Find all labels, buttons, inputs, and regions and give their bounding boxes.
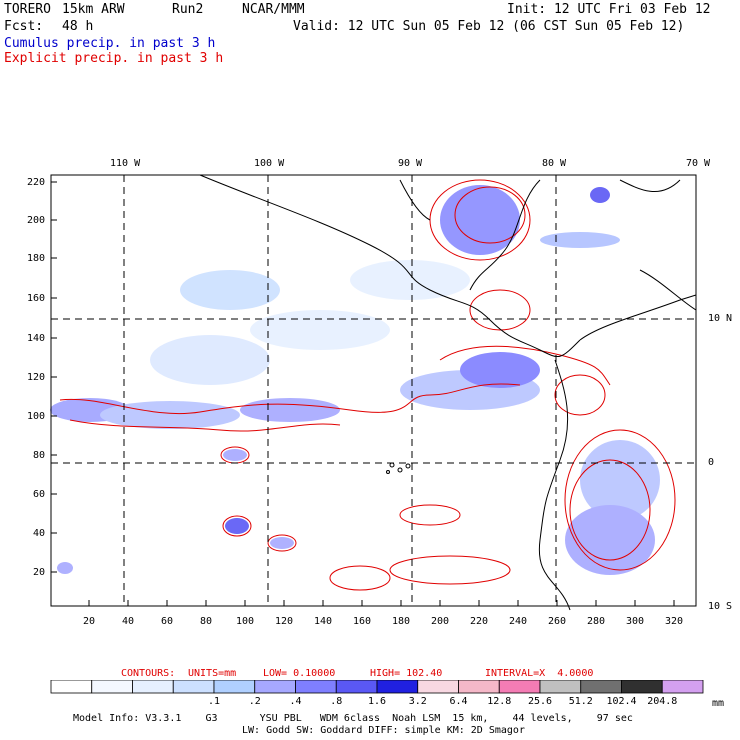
colorbar-label: .8: [330, 696, 342, 706]
colorbar-swatch: [335, 680, 378, 694]
model-name: TORERO: [4, 2, 51, 17]
contours-high: HIGH= 102.40: [370, 668, 443, 679]
y-tick-label: 120: [27, 372, 46, 383]
lat-label-10n: 10 N: [708, 313, 733, 324]
forecast-label: Fcst:: [4, 19, 44, 34]
y-tick-label: 220: [27, 177, 46, 188]
coastlines: [199, 174, 697, 611]
model-resolution: 15km ARW: [62, 2, 125, 17]
colorbar: .1 .2 .4 .8 1.6 3.2 6.4 12.8 25.6 51.2 102.4 204.8: [50, 680, 704, 706]
colorbar-label: 102.4: [606, 696, 636, 706]
cumulus-precip-field: [50, 185, 660, 575]
x-tick-label: 220: [470, 616, 489, 627]
contours-low: LOW= 0.10000: [263, 668, 336, 679]
colorbar-unit: mm: [712, 698, 725, 709]
x-tick-label: 200: [431, 616, 450, 627]
colorbar-label: .4: [289, 696, 301, 706]
y-tick-label: 200: [27, 215, 46, 226]
colorbar-swatch: [498, 680, 541, 694]
colorbar-swatch: [539, 680, 582, 694]
x-tick-label: 60: [161, 616, 174, 627]
colorbar-swatch: [172, 680, 215, 694]
colorbar-label: 204.8: [647, 696, 677, 706]
colorbar-swatch: [621, 680, 663, 694]
x-tick-label: 80: [200, 616, 213, 627]
colorbar-label: 51.2: [569, 696, 593, 706]
colorbar-swatch: [132, 680, 174, 694]
contours-units: UNITS=mm: [188, 668, 237, 679]
colorbar-swatch: [376, 680, 419, 694]
lat-label-10s: 10 S: [708, 601, 733, 612]
colorbar-swatch: [661, 680, 704, 694]
colorbar-swatch: [254, 680, 296, 694]
valid-time: Valid: 12 UTC Sun 05 Feb 12 (06 CST Sun …: [293, 19, 685, 34]
x-tick-label: 160: [353, 616, 372, 627]
cumulus-precip-title: Cumulus precip. in past 3 h: [4, 36, 216, 51]
explicit-precip-title: Explicit precip. in past 3 h: [4, 51, 224, 66]
x-tick-label: 100: [236, 616, 255, 627]
map-frame: [50, 174, 697, 607]
y-tick-label: 60: [33, 489, 46, 500]
y-tick-label: 180: [27, 253, 46, 264]
y-tick-label: 80: [33, 450, 46, 461]
lon-label-110w: 110 W: [110, 158, 141, 169]
x-tick-label: 180: [392, 616, 411, 627]
x-tick-label: 280: [587, 616, 606, 627]
colorbar-label: .2: [249, 696, 261, 706]
x-tick-label: 320: [665, 616, 684, 627]
lat-label-0: 0: [708, 457, 715, 468]
lon-label-100w: 100 W: [254, 158, 285, 169]
x-tick-label: 140: [314, 616, 333, 627]
lon-label-70w: 70 W: [686, 158, 711, 169]
physics-info-line: LW: Godd SW: Goddard DIFF: simple KM: 2D…: [242, 725, 525, 736]
colorbar-swatch: [417, 680, 459, 694]
colorbar-swatch: [213, 680, 256, 694]
colorbar-swatch: [580, 680, 622, 694]
x-tick-label: 120: [275, 616, 294, 627]
axis-ticks: [51, 181, 675, 606]
x-tick-label: 240: [509, 616, 528, 627]
colorbar-swatch: [91, 680, 133, 694]
run-label: Run2: [172, 2, 204, 17]
y-tick-label: 160: [27, 293, 46, 304]
init-time: Init: 12 UTC Fri 03 Feb 12: [507, 2, 711, 17]
x-tick-label: 20: [83, 616, 96, 627]
lon-label-80w: 80 W: [542, 158, 567, 169]
x-tick-label: 40: [122, 616, 135, 627]
contours-interval: INTERVAL=X 4.0000: [485, 668, 594, 679]
colorbar-label: 6.4: [449, 696, 467, 706]
colorbar-swatch: [458, 680, 500, 694]
colorbar-label: 1.6: [368, 696, 386, 706]
y-tick-label: 100: [27, 411, 46, 422]
forecast-hour: 48 h: [62, 19, 94, 34]
explicit-precip-contours: [59, 179, 676, 591]
colorbar-swatch: [50, 680, 93, 694]
x-tick-label: 260: [548, 616, 567, 627]
y-tick-label: 20: [33, 567, 46, 578]
y-tick-label: 140: [27, 333, 46, 344]
colorbar-swatch: [295, 680, 337, 694]
lon-label-90w: 90 W: [398, 158, 423, 169]
colorbar-label: 12.8: [487, 696, 511, 706]
colorbar-label: 25.6: [528, 696, 552, 706]
y-tick-label: 40: [33, 528, 46, 539]
organization: NCAR/MMM: [242, 2, 305, 17]
colorbar-label: .1: [208, 696, 220, 706]
colorbar-label: 3.2: [409, 696, 427, 706]
model-info-line: Model Info: V3.3.1 G3 YSU PBL WDM 6class…: [73, 713, 633, 724]
x-tick-label: 300: [626, 616, 645, 627]
contours-label: CONTOURS:: [121, 668, 176, 679]
